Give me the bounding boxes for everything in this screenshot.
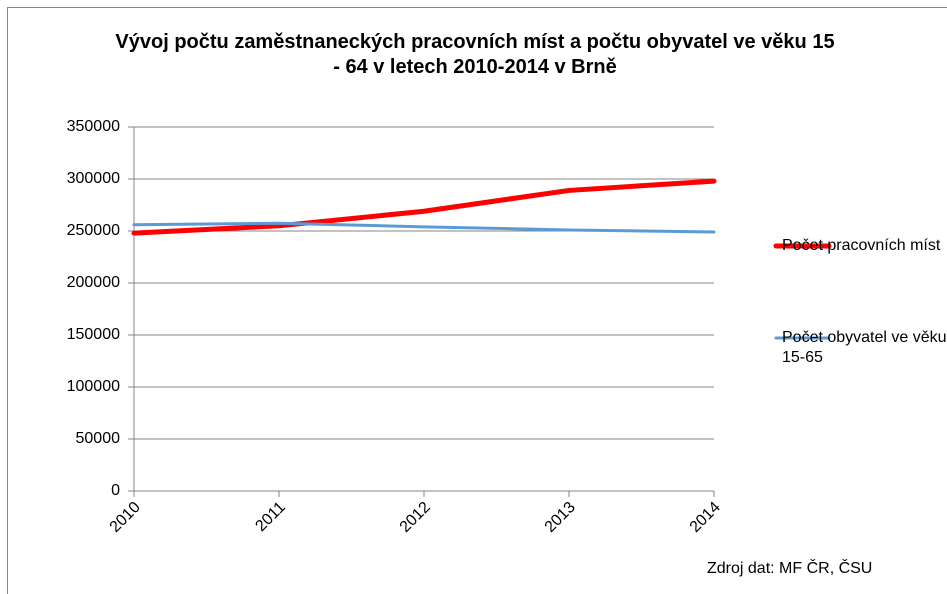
x-tick-label: 2011 <box>252 499 288 535</box>
x-tick-label: 2013 <box>542 499 579 536</box>
x-tick-label: 2010 <box>107 499 144 536</box>
y-tick-label: 300000 <box>67 170 120 187</box>
chart-title: Vývoj počtu zaměstnaneckých pracovních m… <box>115 31 835 78</box>
y-tick-label: 100000 <box>67 378 120 395</box>
data-line <box>131 178 717 236</box>
legend-label: Počet pracovních míst <box>782 237 941 254</box>
chart-frame <box>7 7 947 594</box>
x-tick-label: 2014 <box>687 499 724 536</box>
y-tick-label: 0 <box>111 482 120 499</box>
y-tick-label: 50000 <box>76 430 121 447</box>
legend-label: Počet obyvatel ve věku 15-65 <box>782 329 947 366</box>
y-tick-label: 350000 <box>67 118 120 135</box>
y-tick-label: 200000 <box>67 274 120 291</box>
y-tick-label: 250000 <box>67 222 120 239</box>
data-line <box>132 221 716 234</box>
x-tick-label: 2012 <box>397 499 434 536</box>
source-note: Zdroj dat: MF ČR, ČSU <box>707 560 873 577</box>
y-tick-label: 150000 <box>67 326 120 343</box>
